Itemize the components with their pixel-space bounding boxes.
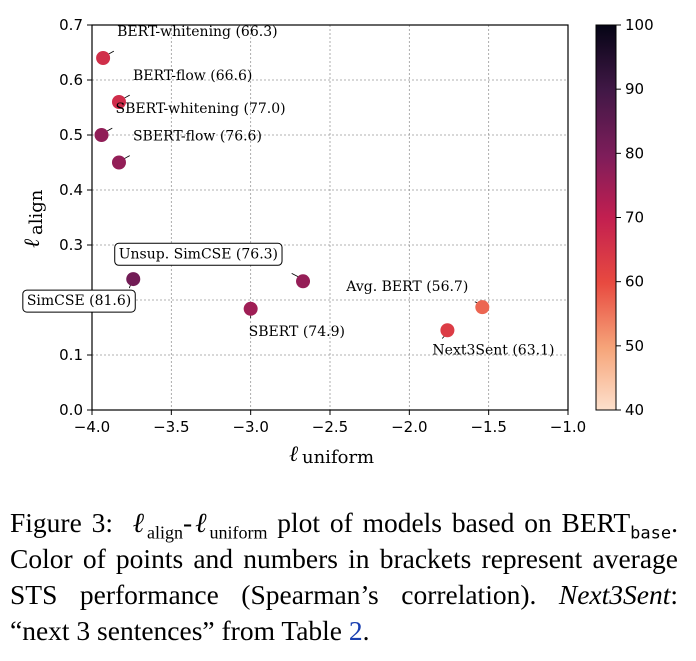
y-tick-label: 0.6 [59, 71, 83, 89]
data-point [94, 128, 109, 142]
point-label: BERT-whitening (66.3) [117, 24, 277, 40]
colorbar-tick-label: 80 [625, 144, 644, 162]
x-tick-label: −4.0 [74, 418, 110, 436]
grid-lines [92, 25, 568, 410]
colorbar-tick-label: 50 [625, 337, 644, 355]
colorbar-tick-label: 60 [625, 273, 644, 291]
point-label-box [22, 289, 136, 313]
y-tick-label: 0.1 [59, 346, 83, 364]
point-label: SimCSE (81.6) [27, 293, 131, 309]
y-axis-title-sub: align [26, 189, 47, 235]
caption-text-2: . Color of points and numbers in bracket… [10, 507, 678, 610]
x-axis-title-sub: uniform [302, 447, 374, 468]
caption-symbol-l: ℓ [132, 507, 147, 538]
colorbar-tick-label: 40 [625, 401, 644, 419]
point-label: Avg. BERT (56.7) [345, 279, 468, 295]
y-tick-label: 0.7 [59, 16, 83, 34]
data-point [96, 51, 111, 65]
point-label: Unsup. SimCSE (76.3) [119, 246, 278, 262]
point-label: SBERT (74.9) [249, 324, 345, 340]
caption-sub-uniform: uniform [209, 522, 268, 543]
y-tick-label: 0.4 [59, 181, 83, 199]
data-point [243, 301, 258, 316]
axis-titles: ℓ uniform ℓ align [20, 189, 374, 468]
x-axis-title: ℓ [289, 442, 299, 467]
x-tick-label: −3.0 [232, 418, 268, 436]
point-label: Next3Sent (63.1) [432, 342, 554, 358]
data-point [296, 274, 311, 289]
caption-dash: - [183, 507, 193, 538]
caption-next3sent: Next3Sent [558, 579, 671, 610]
data-points [94, 51, 490, 338]
colorbar: 40 50 60 70 80 90 100 [595, 16, 654, 419]
caption-figure-label: Figure 3: [10, 507, 113, 538]
data-point [111, 95, 126, 109]
colorbar-gradient [595, 24, 617, 411]
data-point [126, 272, 141, 287]
label-leader-lines [104, 50, 482, 339]
point-label: SBERT-flow (76.6) [133, 129, 262, 145]
point-label-box [114, 242, 283, 266]
caption-symbol-l-2: ℓ [192, 507, 210, 538]
point-label: BERT-flow (66.6) [133, 68, 252, 84]
colorbar-tick-label: 70 [625, 209, 644, 227]
point-labels: BERT-whitening (66.3) BERT-flow (66.6) SBE… [22, 24, 554, 358]
axis-ticks: −4.0−3.5−3.0−2.5−2.0−1.5−1.00.00.10.20.3… [59, 16, 586, 436]
colorbar-tick-label: 90 [625, 80, 644, 98]
x-tick-label: −1.5 [470, 418, 506, 436]
data-point [111, 155, 126, 170]
scatter-figure: −4.0−3.5−3.0−2.5−2.0−1.5−1.00.00.10.20.3… [20, 16, 654, 468]
colorbar-tick-label: 100 [625, 16, 654, 34]
data-point [475, 300, 490, 315]
x-tick-label: −3.5 [153, 418, 189, 436]
caption-text-1: plot of models based on BERT [267, 507, 631, 538]
x-tick-label: −1.0 [550, 418, 586, 436]
caption-sub-base: base [630, 523, 672, 544]
colorbar-ticks: 40 50 60 70 80 90 100 [616, 16, 654, 419]
y-tick-label: 0.5 [59, 126, 83, 144]
point-label: SBERT-whitening (77.0) [116, 101, 286, 117]
caption-text-4: . [362, 615, 370, 646]
caption-sub-align: align [147, 522, 183, 543]
y-tick-label: 0.3 [59, 236, 83, 254]
x-tick-label: −2.0 [391, 418, 427, 436]
figure-caption: Figure 3: ℓalign-ℓuniform plot of models… [10, 505, 678, 649]
caption-text-3: : “next 3 sentences” from Table [10, 579, 678, 646]
y-tick-label: 0.0 [59, 401, 83, 419]
x-tick-label: −2.5 [312, 418, 348, 436]
data-point [440, 323, 455, 338]
y-axis-title: ℓ [20, 238, 45, 248]
caption-table-ref-link[interactable]: 2 [348, 615, 363, 646]
